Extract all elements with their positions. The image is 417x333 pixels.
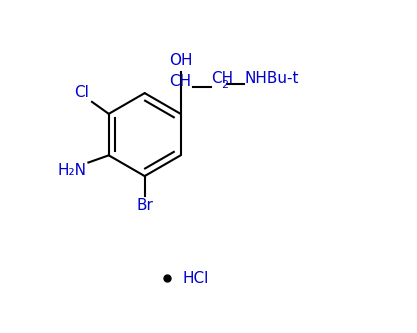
Text: Cl: Cl bbox=[75, 85, 89, 100]
Text: CH: CH bbox=[211, 71, 233, 86]
Text: HCl: HCl bbox=[183, 271, 209, 286]
Text: 2: 2 bbox=[221, 80, 229, 90]
Text: NHBu-t: NHBu-t bbox=[244, 71, 299, 86]
Text: Br: Br bbox=[136, 198, 153, 213]
Text: CH: CH bbox=[170, 74, 192, 89]
Text: OH: OH bbox=[169, 53, 192, 68]
Text: H₂N: H₂N bbox=[58, 164, 87, 178]
